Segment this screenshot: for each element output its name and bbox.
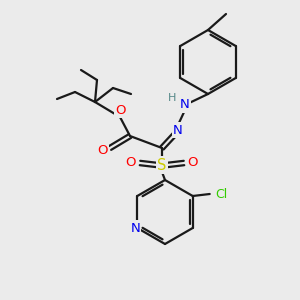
Text: H: H (168, 93, 176, 103)
Text: O: O (188, 157, 198, 169)
Text: O: O (126, 157, 136, 169)
Text: Cl: Cl (216, 188, 228, 200)
Text: N: N (173, 124, 183, 136)
Text: O: O (97, 145, 107, 158)
Text: N: N (180, 98, 190, 112)
Text: N: N (130, 221, 140, 235)
Text: S: S (157, 158, 167, 172)
Text: O: O (116, 103, 126, 116)
